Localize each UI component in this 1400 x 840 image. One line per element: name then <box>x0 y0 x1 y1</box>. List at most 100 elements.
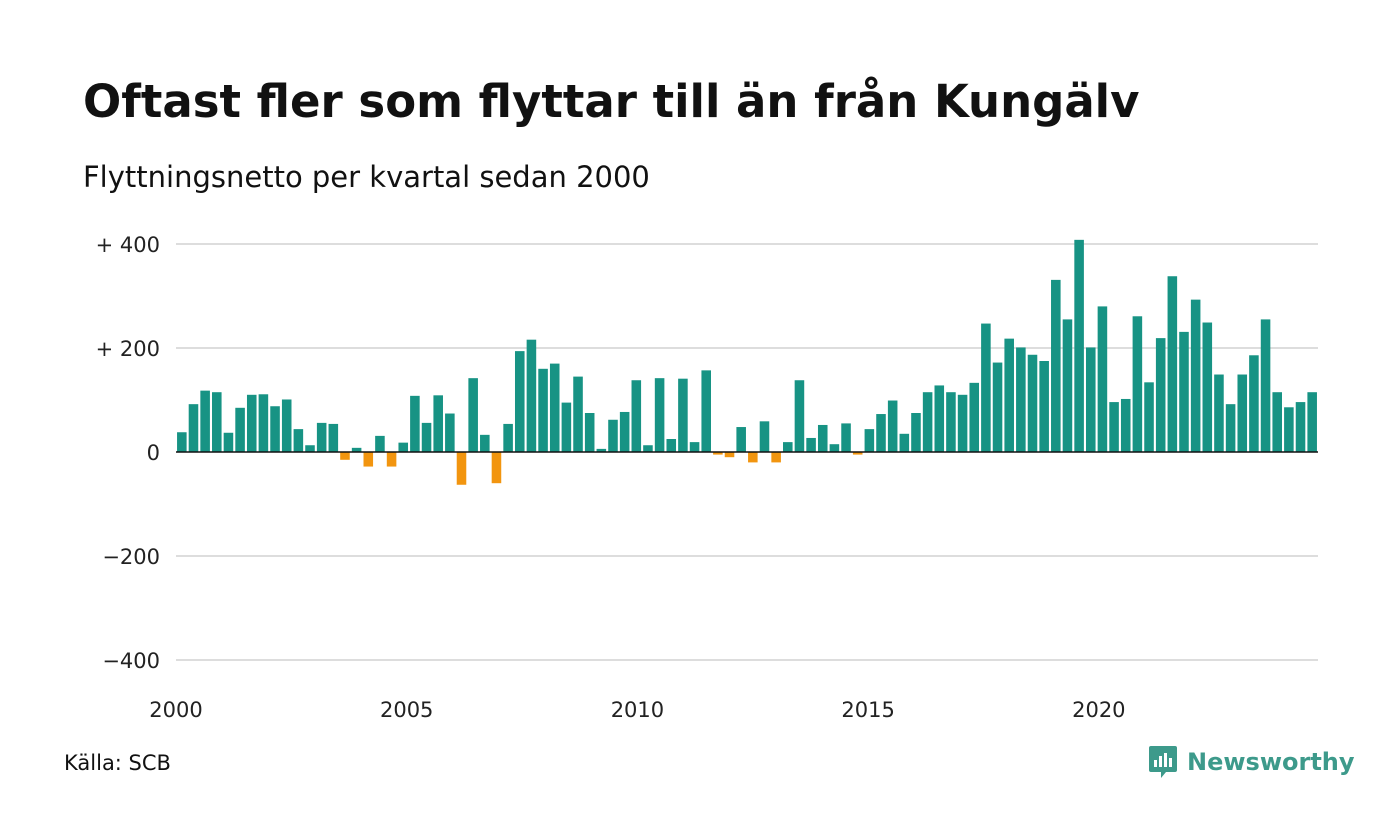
bar <box>246 394 257 452</box>
bar <box>911 413 921 452</box>
brand-name: Newsworthy <box>1187 748 1355 776</box>
bar <box>841 423 851 452</box>
bar <box>398 442 409 452</box>
bar <box>514 351 525 452</box>
bar <box>852 452 863 455</box>
bar <box>829 444 840 452</box>
bar <box>713 452 723 455</box>
bar <box>596 448 607 452</box>
bar <box>270 406 280 452</box>
newsworthy-logo-icon <box>1149 746 1177 778</box>
bar <box>188 404 199 452</box>
bar <box>957 394 968 452</box>
x-tick-label: 2015 <box>841 698 894 722</box>
bar <box>1074 239 1084 452</box>
newsworthy-logo: Newsworthy <box>1148 742 1355 782</box>
bar <box>887 400 898 452</box>
bar <box>293 429 304 452</box>
bar <box>433 395 443 452</box>
bar <box>421 422 432 452</box>
bar <box>701 370 711 452</box>
bar <box>177 432 187 452</box>
bar <box>538 368 548 452</box>
bar <box>969 382 980 452</box>
bar <box>1249 355 1259 452</box>
bar <box>351 447 362 452</box>
x-tick-label: 2020 <box>1072 698 1125 722</box>
bar <box>386 452 397 467</box>
bar <box>1109 402 1119 452</box>
bar <box>468 378 478 452</box>
bar <box>934 385 945 452</box>
bar <box>1120 398 1131 452</box>
bar <box>783 442 793 452</box>
bar <box>759 421 770 452</box>
bar <box>1027 354 1038 452</box>
bar <box>281 399 292 452</box>
bar <box>992 362 1003 452</box>
bar <box>223 432 234 452</box>
bar <box>1097 306 1108 452</box>
bar <box>1155 338 1166 452</box>
chart-subtitle: Flyttningsnetto per kvartal sedan 2000 <box>83 160 650 194</box>
bars <box>177 239 1317 485</box>
bar <box>1132 316 1143 452</box>
bar <box>619 411 630 452</box>
bar <box>631 380 642 452</box>
bar <box>1284 407 1294 452</box>
source-note: Källa: SCB <box>64 751 171 775</box>
bar <box>1190 299 1201 452</box>
bar <box>736 427 746 452</box>
bar <box>654 378 665 452</box>
bar <box>1202 322 1213 452</box>
y-tick-label: + 200 <box>96 337 160 361</box>
bar <box>864 429 875 452</box>
bar <box>608 419 618 452</box>
bar <box>922 392 933 452</box>
bar <box>1179 331 1189 452</box>
bar <box>526 339 537 452</box>
bar <box>305 445 315 452</box>
bar <box>491 452 502 484</box>
bar <box>643 445 653 452</box>
bar-chart: + 400 + 200 0 −200 −400 2000 2005 2010 2015 2020 <box>96 233 1318 722</box>
bar <box>258 394 269 452</box>
bar <box>1085 347 1096 452</box>
bar <box>1144 382 1154 452</box>
x-tick-label: 2000 <box>149 698 202 722</box>
bar <box>1272 392 1282 452</box>
bar <box>584 413 595 452</box>
y-tick-label: 0 <box>147 441 160 465</box>
y-axis-ticks: + 400 + 200 0 −200 −400 <box>96 233 160 673</box>
bar <box>876 414 886 452</box>
grid-lines <box>176 243 1318 661</box>
bar <box>981 323 991 452</box>
bar <box>1051 279 1061 452</box>
bar <box>794 380 805 452</box>
bar <box>561 402 572 452</box>
bar <box>503 423 513 452</box>
bar <box>1039 361 1049 452</box>
bar <box>445 413 455 452</box>
bar <box>1214 374 1224 452</box>
y-tick-label: + 400 <box>96 233 160 257</box>
bar <box>817 424 828 452</box>
bar <box>1225 404 1236 452</box>
bar <box>363 452 374 467</box>
bar <box>946 392 956 452</box>
bar <box>1062 319 1073 452</box>
bar <box>549 363 560 452</box>
bar <box>678 378 688 452</box>
bar <box>1167 276 1178 452</box>
bar <box>1237 374 1248 452</box>
bar <box>328 423 339 452</box>
x-tick-label: 2005 <box>380 698 433 722</box>
bar <box>212 392 222 452</box>
bar <box>1004 338 1014 452</box>
bar <box>748 452 758 463</box>
bar <box>375 435 385 452</box>
bar <box>410 395 420 452</box>
x-tick-label: 2010 <box>611 698 664 722</box>
x-axis-ticks: 2000 2005 2010 2015 2020 <box>149 698 1125 722</box>
y-tick-label: −200 <box>102 545 160 569</box>
